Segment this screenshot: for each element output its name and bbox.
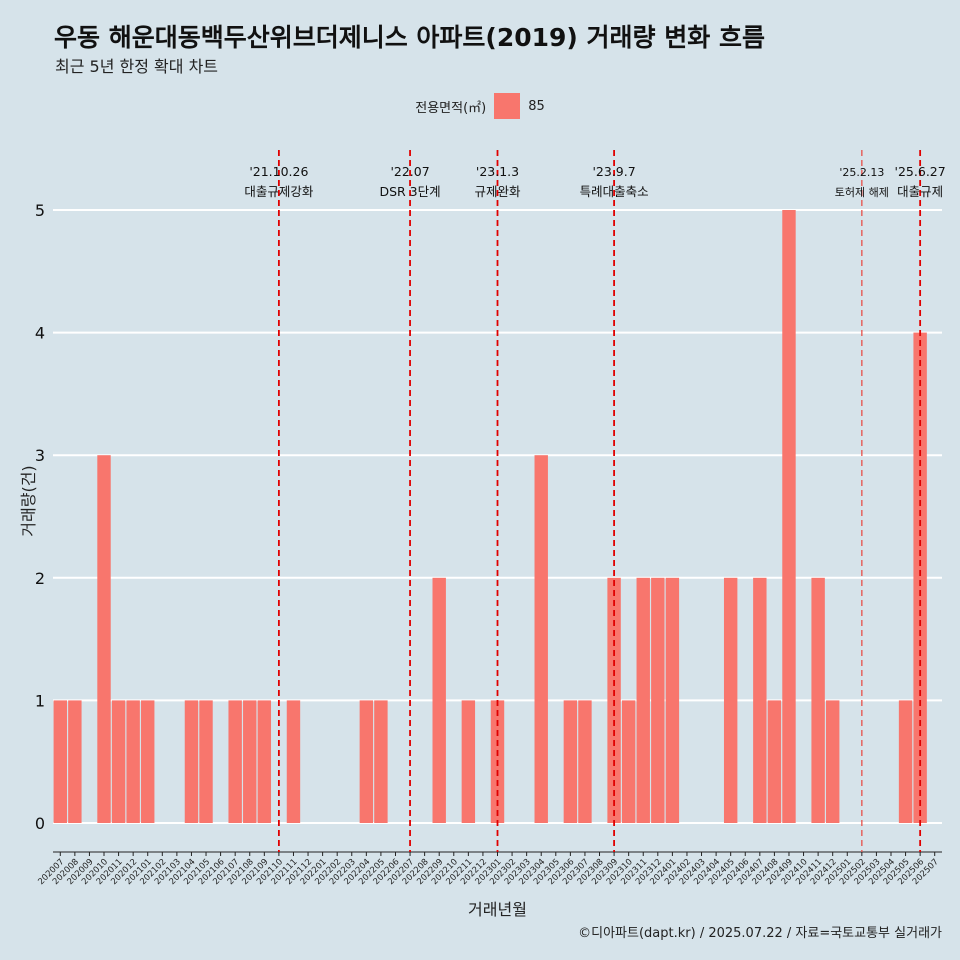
- annotation-date: '25.6.27: [895, 164, 946, 179]
- chart-title: 우동 해운대동백두산위브더제니스 아파트(2019) 거래량 변화 흐름: [54, 23, 765, 52]
- y-tick-label: 5: [35, 201, 45, 220]
- bar: [184, 700, 199, 823]
- annotation-text: 대출규제강화: [244, 184, 314, 199]
- bar: [665, 577, 680, 823]
- bar: [913, 332, 927, 823]
- bar: [141, 700, 155, 823]
- annotation-date: '25.2.13: [839, 166, 884, 179]
- bar: [199, 700, 213, 823]
- bar: [359, 700, 374, 823]
- bar: [636, 577, 650, 823]
- y-tick-label: 1: [35, 691, 45, 710]
- annotation-text: 대출규제: [897, 184, 943, 199]
- legend-title: 전용면적(㎡): [415, 100, 487, 116]
- bar: [68, 700, 82, 823]
- bar: [432, 577, 446, 823]
- bar: [374, 700, 388, 823]
- x-axis-title: 거래년월: [468, 900, 527, 919]
- annotation-date: '21.10.26: [249, 164, 308, 179]
- bar: [767, 700, 782, 823]
- bar: [534, 455, 548, 823]
- bar: [53, 700, 67, 823]
- bar: [578, 700, 592, 823]
- bar: [898, 700, 913, 823]
- legend-swatch: [494, 93, 521, 119]
- bar: [286, 700, 301, 823]
- annotation-text: 토허제 해제: [835, 185, 889, 199]
- source-caption: ©디아파트(dapt.kr) / 2025.07.22 / 자료=국토교통부 실…: [578, 926, 942, 941]
- bar: [97, 455, 111, 823]
- bar: [811, 577, 825, 823]
- bar: [621, 700, 636, 823]
- annotation-text: DSR 3단계: [379, 184, 440, 199]
- legend: 전용면적(㎡) 85: [0, 93, 960, 119]
- bar: [651, 577, 665, 823]
- bar: [126, 700, 140, 823]
- bar: [825, 700, 840, 823]
- bar: [461, 700, 476, 823]
- bar: [111, 700, 126, 823]
- bar: [753, 577, 767, 823]
- y-axis-title: 거래량(건): [19, 465, 38, 536]
- y-tick-label: 0: [35, 814, 45, 833]
- annotation-date: '23.1.3: [476, 164, 519, 179]
- bar: [228, 700, 242, 823]
- annotation-date: '23.9.7: [592, 164, 635, 179]
- y-tick-label: 3: [35, 446, 45, 465]
- bar: [243, 700, 257, 823]
- bar: [782, 210, 796, 823]
- annotation-text: 특례대출축소: [580, 184, 649, 199]
- legend-label: 85: [528, 98, 545, 114]
- annotation-text: 규제완화: [474, 184, 521, 199]
- annotation-date: '22.07: [390, 164, 429, 179]
- y-tick-label: 4: [35, 324, 45, 343]
- bar: [723, 577, 738, 823]
- bar: [563, 700, 578, 823]
- y-tick-label: 2: [35, 569, 45, 588]
- chart-subtitle: 최근 5년 한정 확대 차트: [55, 57, 219, 76]
- bar: [257, 700, 272, 823]
